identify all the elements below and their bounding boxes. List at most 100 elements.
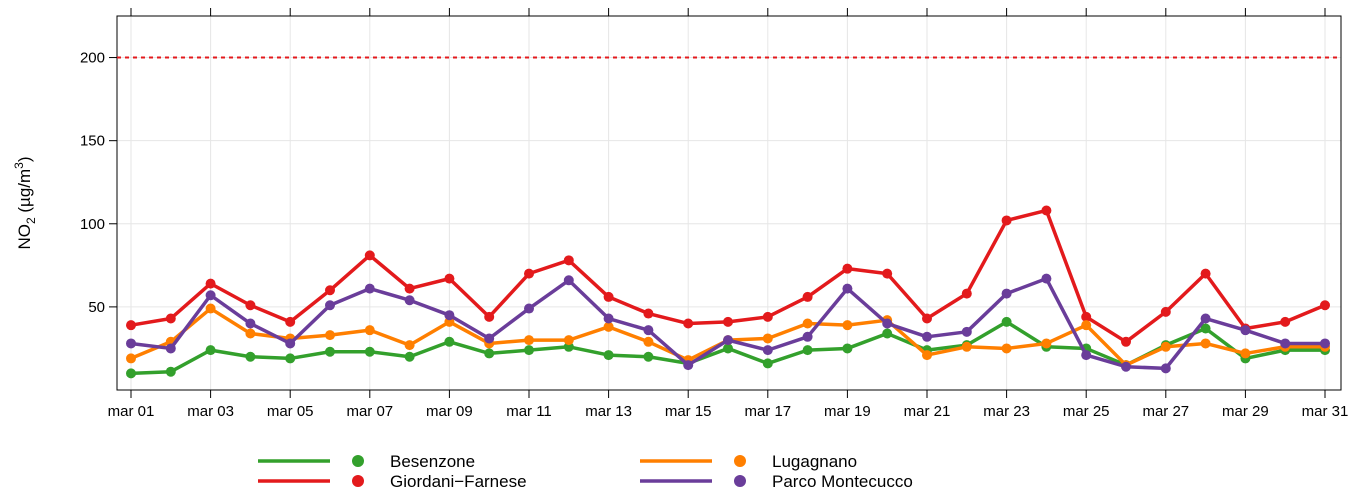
data-point: [563, 255, 574, 266]
data-point: [444, 336, 455, 347]
data-point: [922, 350, 932, 361]
data-point: [842, 263, 853, 274]
data-point: [643, 336, 654, 347]
data-point: [205, 303, 216, 314]
y-tick-label: 100: [80, 216, 105, 233]
data-point: [961, 288, 972, 299]
x-tick-label: mar 01: [108, 403, 155, 420]
data-point: [165, 366, 176, 377]
x-tick-label: mar 17: [744, 403, 791, 420]
x-tick-label: mar 13: [585, 403, 632, 420]
y-tick-label: 150: [80, 133, 105, 150]
data-point: [205, 290, 216, 301]
data-point: [484, 348, 495, 359]
data-point: [325, 300, 335, 311]
data-point: [1240, 348, 1251, 359]
data-point: [603, 321, 614, 332]
data-point: [1320, 338, 1330, 349]
x-tick-label: mar 27: [1142, 403, 1189, 420]
data-point: [1001, 215, 1012, 226]
x-tick-label: mar 25: [1063, 403, 1110, 420]
data-point: [1200, 268, 1211, 279]
data-point: [444, 310, 455, 321]
data-point: [802, 318, 813, 329]
data-point: [842, 283, 853, 294]
data-point: [285, 353, 296, 364]
data-point: [1160, 341, 1171, 352]
data-point: [882, 268, 893, 279]
legend-label: Giordani−Farnese: [390, 472, 527, 491]
legend-dot: [352, 455, 364, 467]
data-point: [1001, 316, 1012, 327]
data-point: [205, 278, 216, 289]
legend-dot: [352, 475, 364, 487]
data-point: [364, 283, 375, 294]
data-point: [802, 331, 813, 342]
data-point: [404, 351, 415, 362]
data-point: [126, 368, 136, 379]
data-point: [723, 343, 733, 354]
data-point: [723, 316, 733, 327]
data-point: [1121, 361, 1131, 372]
data-point: [1280, 338, 1291, 349]
data-point: [1200, 323, 1211, 334]
data-point: [245, 300, 256, 311]
data-point: [1240, 325, 1251, 336]
x-tick-label: mar 15: [665, 403, 712, 420]
data-point: [1001, 288, 1012, 299]
data-point: [723, 335, 733, 346]
data-point: [285, 338, 296, 349]
data-point: [1280, 316, 1291, 327]
data-point: [1160, 306, 1171, 317]
data-point: [762, 311, 773, 322]
data-point: [643, 325, 654, 336]
x-tick-label: mar 19: [824, 403, 871, 420]
y-axis-label: NO2 (µg/m3): [12, 156, 38, 249]
data-point: [1320, 300, 1330, 311]
data-point: [484, 333, 495, 344]
data-point: [1200, 338, 1211, 349]
legend-label: Parco Montecucco: [772, 472, 913, 491]
data-point: [325, 330, 335, 341]
data-point: [1081, 350, 1092, 361]
x-tick-label: mar 11: [506, 403, 552, 420]
data-point: [126, 320, 136, 331]
data-point: [643, 351, 654, 362]
legend-label: Besenzone: [390, 452, 475, 471]
legend-dot: [734, 475, 746, 487]
data-point: [922, 313, 932, 324]
data-point: [603, 350, 614, 361]
data-point: [1001, 343, 1012, 354]
data-point: [1081, 311, 1092, 322]
x-tick-label: mar 05: [267, 403, 314, 420]
data-point: [364, 250, 375, 261]
data-point: [922, 331, 932, 342]
data-point: [165, 343, 176, 354]
data-point: [524, 303, 534, 314]
data-point: [325, 285, 335, 296]
data-point: [762, 333, 773, 344]
legend-label: Lugagnano: [772, 452, 857, 471]
data-point: [762, 345, 773, 356]
data-point: [126, 338, 136, 349]
data-point: [1041, 205, 1052, 216]
data-point: [802, 345, 813, 356]
data-point: [1200, 313, 1211, 324]
data-point: [683, 360, 694, 371]
x-tick-label: mar 07: [346, 403, 393, 420]
y-tick-label: 50: [88, 299, 105, 316]
data-point: [802, 291, 813, 302]
x-tick-label: mar 03: [187, 403, 234, 420]
y-tick-label: 200: [80, 50, 105, 67]
data-point: [484, 311, 495, 322]
data-point: [364, 346, 375, 357]
data-point: [524, 335, 534, 346]
data-point: [842, 343, 853, 354]
x-tick-label: mar 09: [426, 403, 473, 420]
x-tick-label: mar 21: [904, 403, 951, 420]
data-point: [404, 283, 415, 294]
data-point: [683, 318, 694, 329]
data-point: [1160, 363, 1171, 374]
data-point: [563, 335, 574, 346]
data-point: [961, 341, 972, 352]
